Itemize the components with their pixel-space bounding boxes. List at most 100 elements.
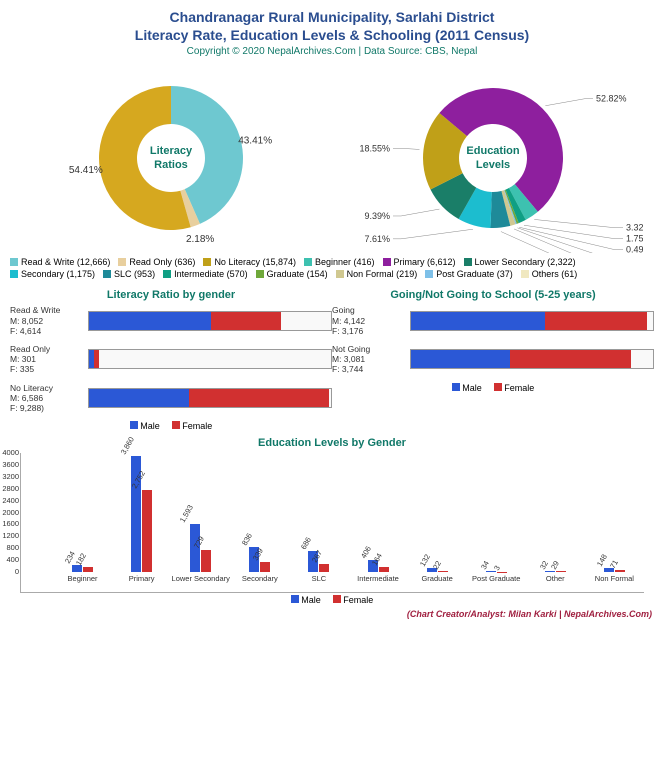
vbar-group: 34 3 Post Graduate (467, 571, 526, 572)
swatch (425, 270, 433, 278)
vbar-category: Graduate (421, 574, 452, 583)
legend-item: Non Formal (219) (336, 269, 418, 279)
legend-item: SLC (953) (103, 269, 155, 279)
vbar-female: 2,752 (142, 490, 152, 573)
swatch (118, 258, 126, 266)
hbar-male (89, 312, 211, 330)
vbar-category: Other (546, 574, 565, 583)
legend-item: Beginner (416) (304, 257, 375, 267)
hbar-row: GoingM: 4,142F: 3,176 (332, 305, 654, 336)
mini-legend: Male Female (10, 421, 332, 431)
slice-label: 54.41% (69, 165, 103, 176)
slice-label: 2.18% (186, 234, 214, 245)
edu-gender-chart: 040080012001600200024002800320036004000 … (20, 453, 644, 593)
y-tick: 800 (0, 543, 19, 552)
legend-text: Post Graduate (37) (436, 269, 513, 279)
hbar-male (411, 350, 510, 368)
y-tick: 3600 (0, 460, 19, 469)
vbar-category: Secondary (242, 574, 278, 583)
vbar-value: 29 (549, 559, 561, 571)
slice-label: 3.32% (626, 223, 643, 233)
legend-item: Others (61) (521, 269, 578, 279)
legend-female: Female (172, 421, 213, 431)
subtitle: Copyright © 2020 NepalArchives.Com | Dat… (0, 46, 664, 57)
vbar-female: 29 (556, 571, 566, 572)
edu-gender-legend: Male Female (10, 595, 654, 605)
schooling-chart: Going/Not Going to School (5-25 years) G… (332, 289, 654, 431)
swatch (464, 258, 472, 266)
slice-label: 9.39% (364, 211, 390, 221)
legend-item: No Literacy (15,874) (203, 257, 296, 267)
legend-item: Lower Secondary (2,322) (464, 257, 576, 267)
legend-text: Read & Write (12,666) (21, 257, 110, 267)
hbar-row: Read & WriteM: 8,052F: 4,614 (10, 305, 332, 336)
hbar-track (410, 349, 654, 369)
legend-male: Male (291, 595, 321, 605)
vbar-value: 686 (299, 536, 313, 551)
y-tick: 2800 (0, 484, 19, 493)
vbar-female: 182 (83, 567, 93, 572)
y-tick: 2400 (0, 496, 19, 505)
slice-label: 18.55% (359, 144, 390, 154)
legend-text: Others (61) (532, 269, 578, 279)
donut-center-label: LiteracyRatios (150, 145, 192, 171)
donut-row: 43.41%2.18%54.41%LiteracyRatios 52.82%3.… (0, 59, 664, 253)
hbar-track (88, 349, 332, 369)
legend-text: No Literacy (15,874) (214, 257, 296, 267)
y-tick: 2000 (0, 508, 19, 517)
slice-label: 0.49% (626, 245, 643, 253)
vbar-value: 34 (479, 559, 491, 571)
hbar-male (411, 312, 545, 330)
header: Chandranagar Rural Municipality, Sarlahi… (0, 0, 664, 59)
literacy-donut: 43.41% 2.18% 54.41% LiteracyRatios (10, 63, 332, 253)
vbar-male: 34 (486, 571, 496, 572)
legend-item: Read Only (636) (118, 257, 195, 267)
bottom-section: Education Levels by Gender 0400800120016… (0, 431, 664, 605)
vbar-female: 729 (201, 550, 211, 572)
swatch (163, 270, 171, 278)
vbar-female: 339 (260, 562, 270, 572)
vbar-male: 32 (545, 571, 555, 572)
schooling-title: Going/Not Going to School (5-25 years) (332, 289, 654, 301)
vbar-value: 32 (538, 559, 550, 571)
donut-legend: Read & Write (12,666) Read Only (636) No L… (0, 253, 664, 283)
vbar-female: 71 (615, 570, 625, 572)
legend-text: Lower Secondary (2,322) (475, 257, 576, 267)
legend-female: Female (333, 595, 374, 605)
hbar-female (189, 389, 329, 407)
hbar-row: Read OnlyM: 301F: 335 (10, 344, 332, 375)
legend-female: Female (494, 383, 535, 393)
vbar-category: SLC (312, 574, 327, 583)
y-tick: 0 (0, 567, 19, 576)
swatch (10, 258, 18, 266)
legend-item: Primary (6,612) (383, 257, 456, 267)
hbar-track (410, 311, 654, 331)
swatch (336, 270, 344, 278)
mid-row: Literacy Ratio by gender Read & WriteM: … (0, 283, 664, 431)
literacy-gender-chart: Literacy Ratio by gender Read & WriteM: … (10, 289, 332, 431)
vbar-group: 32 29 Other (526, 571, 585, 572)
y-tick: 4000 (0, 448, 19, 457)
slice-label: 43.41% (238, 136, 272, 147)
vbar-group: 406 164 Intermediate (348, 560, 407, 572)
legend-item: Secondary (1,175) (10, 269, 95, 279)
legend-text: Read Only (636) (129, 257, 195, 267)
slice-label: 7.61% (364, 234, 390, 244)
vbar-value: 132 (418, 553, 432, 568)
footer-credit: (Chart Creator/Analyst: Milan Karki | Ne… (0, 605, 664, 623)
legend-text: Secondary (1,175) (21, 269, 95, 279)
title-line1: Chandranagar Rural Municipality, Sarlahi… (0, 8, 664, 26)
slice-label: 1.75% (626, 234, 643, 244)
swatch (203, 258, 211, 266)
swatch (103, 270, 111, 278)
hbar-track (88, 388, 332, 408)
vbar-group: 686 267 SLC (289, 551, 348, 572)
y-tick: 1600 (0, 519, 19, 528)
y-tick: 1200 (0, 531, 19, 540)
vbar-category: Beginner (68, 574, 98, 583)
vbar-value: 406 (358, 545, 372, 560)
vbar-group: 148 71 Non Formal (585, 568, 644, 572)
vbar-female: 22 (438, 571, 448, 572)
swatch (304, 258, 312, 266)
vbar-female: 267 (319, 564, 329, 572)
